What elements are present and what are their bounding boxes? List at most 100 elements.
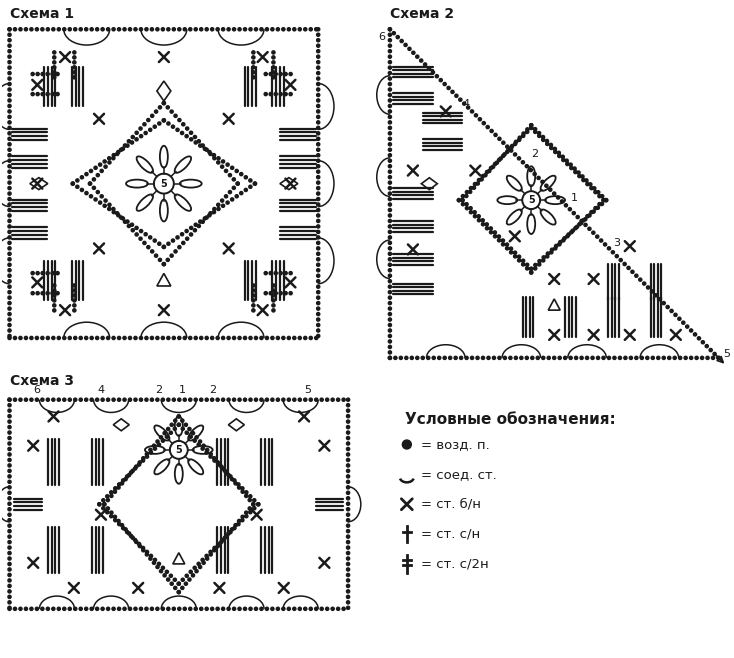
Circle shape	[388, 110, 391, 113]
Circle shape	[217, 207, 220, 211]
Circle shape	[51, 607, 55, 611]
Circle shape	[316, 82, 320, 86]
Circle shape	[420, 59, 423, 62]
Circle shape	[274, 93, 277, 95]
Circle shape	[167, 28, 170, 31]
Circle shape	[51, 93, 54, 95]
Circle shape	[530, 124, 533, 127]
Circle shape	[556, 196, 560, 199]
Circle shape	[51, 336, 55, 340]
Circle shape	[346, 486, 349, 489]
Circle shape	[276, 336, 280, 340]
Circle shape	[162, 118, 165, 122]
Circle shape	[156, 398, 159, 401]
Circle shape	[8, 519, 11, 522]
Circle shape	[53, 71, 56, 74]
Circle shape	[477, 218, 481, 222]
Circle shape	[244, 176, 247, 179]
Circle shape	[108, 157, 111, 160]
Circle shape	[184, 28, 186, 31]
Circle shape	[461, 199, 464, 202]
Circle shape	[559, 241, 562, 243]
Circle shape	[201, 220, 204, 223]
Circle shape	[8, 268, 11, 272]
Circle shape	[249, 185, 252, 188]
Circle shape	[316, 170, 320, 173]
Circle shape	[388, 132, 391, 135]
Circle shape	[131, 136, 134, 139]
Circle shape	[346, 507, 349, 511]
Circle shape	[316, 318, 320, 321]
Circle shape	[73, 71, 76, 74]
Circle shape	[388, 214, 391, 217]
Circle shape	[598, 203, 601, 206]
Circle shape	[73, 56, 76, 59]
Circle shape	[537, 176, 540, 180]
Circle shape	[289, 72, 292, 76]
Circle shape	[41, 28, 44, 31]
Circle shape	[465, 356, 468, 359]
Circle shape	[581, 175, 584, 178]
Circle shape	[592, 231, 595, 234]
Circle shape	[469, 186, 473, 190]
Circle shape	[113, 490, 117, 494]
Circle shape	[8, 143, 11, 146]
Circle shape	[153, 125, 156, 128]
Circle shape	[412, 51, 415, 55]
Circle shape	[316, 33, 320, 36]
Circle shape	[156, 607, 159, 611]
Circle shape	[8, 426, 11, 428]
Circle shape	[170, 110, 173, 113]
Circle shape	[178, 28, 181, 31]
Circle shape	[71, 182, 74, 185]
Circle shape	[388, 159, 391, 163]
Circle shape	[225, 195, 228, 198]
Circle shape	[287, 607, 291, 611]
Circle shape	[189, 226, 193, 230]
Circle shape	[534, 267, 537, 270]
Circle shape	[485, 223, 488, 226]
Circle shape	[287, 336, 291, 340]
Circle shape	[514, 142, 517, 145]
Circle shape	[388, 164, 391, 168]
Circle shape	[388, 49, 391, 53]
Circle shape	[284, 72, 287, 76]
Circle shape	[454, 356, 457, 359]
Circle shape	[100, 169, 103, 172]
Circle shape	[662, 356, 665, 359]
Circle shape	[8, 197, 11, 201]
Circle shape	[117, 522, 121, 526]
Circle shape	[566, 163, 569, 166]
Circle shape	[219, 540, 223, 544]
Circle shape	[252, 304, 255, 307]
Circle shape	[53, 76, 56, 79]
Circle shape	[73, 398, 77, 401]
Circle shape	[30, 28, 33, 31]
Circle shape	[223, 536, 227, 540]
Circle shape	[230, 166, 233, 169]
Circle shape	[586, 182, 589, 186]
Circle shape	[8, 39, 11, 42]
Circle shape	[279, 291, 283, 295]
Circle shape	[542, 138, 545, 141]
Circle shape	[252, 507, 256, 510]
Circle shape	[56, 291, 59, 295]
Circle shape	[272, 56, 275, 59]
Circle shape	[346, 453, 349, 456]
Circle shape	[170, 582, 173, 586]
Circle shape	[244, 491, 248, 494]
Circle shape	[342, 607, 345, 611]
Circle shape	[271, 607, 274, 611]
Circle shape	[469, 207, 472, 210]
Circle shape	[574, 170, 577, 174]
Circle shape	[80, 176, 84, 179]
Circle shape	[233, 607, 236, 611]
Circle shape	[163, 574, 166, 577]
Circle shape	[388, 318, 391, 321]
Circle shape	[269, 272, 272, 275]
Circle shape	[8, 77, 11, 80]
Circle shape	[128, 28, 131, 31]
Circle shape	[304, 607, 307, 611]
Circle shape	[172, 336, 175, 340]
Circle shape	[506, 149, 510, 152]
